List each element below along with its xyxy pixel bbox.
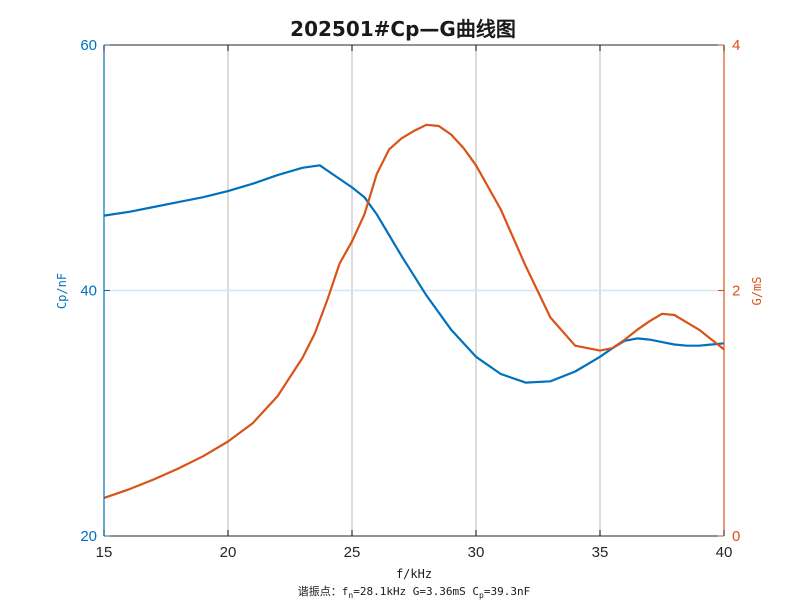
- y-right-tick-label: 0: [732, 528, 740, 545]
- x-tick-label: 25: [344, 544, 361, 561]
- y-right-axis-label: G/mS: [750, 277, 764, 306]
- annotation-f-values: =28.1kHz G=3.36mS C: [353, 585, 479, 598]
- resonance-annotation: 谐振点：fn=28.1kHz G=3.36mS Cp=39.3nF: [298, 584, 530, 600]
- y-right-tick-label: 4: [732, 37, 740, 54]
- cp-series-line: [103, 164, 725, 384]
- g-series-line: [103, 123, 725, 499]
- y-left-tick-label: 40: [80, 283, 97, 300]
- plot-series: [103, 123, 725, 499]
- y-left-tick-label: 20: [80, 528, 97, 545]
- annotation-prefix: 谐振点：f: [298, 584, 349, 598]
- y-left-axis-label: Cp/nF: [55, 273, 69, 309]
- grid-lines: [104, 45, 724, 536]
- x-tick-label: 20: [220, 544, 237, 561]
- annotation-c-subscript: p: [479, 591, 484, 600]
- chart-title: 202501#Cp—G曲线图: [290, 17, 516, 41]
- y-left-tick-label: 60: [80, 37, 97, 54]
- annotation-c-value: =39.3nF: [484, 585, 530, 598]
- axes: [103, 44, 725, 537]
- x-tick-label: 15: [96, 544, 113, 561]
- x-tick-label: 35: [592, 544, 609, 561]
- x-tick-label: 40: [716, 544, 733, 561]
- y-right-tick-label: 2: [732, 283, 740, 300]
- x-tick-label: 30: [468, 544, 485, 561]
- annotation-f-subscript: n: [348, 591, 353, 600]
- x-axis-label: f/kHz: [396, 567, 432, 581]
